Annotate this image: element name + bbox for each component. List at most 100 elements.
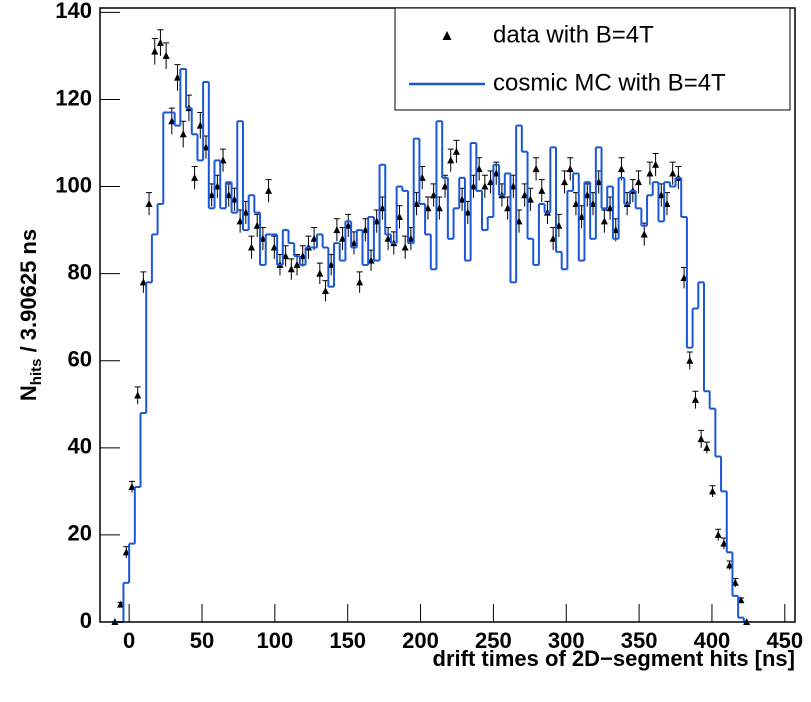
data-marker <box>452 147 460 155</box>
data-marker <box>310 234 318 242</box>
data-marker <box>709 487 717 495</box>
data-marker <box>652 160 660 168</box>
data-marker <box>145 199 153 207</box>
data-marker <box>435 204 443 212</box>
data-marker <box>703 443 711 451</box>
data-marker <box>686 356 694 364</box>
data-marker <box>441 182 449 190</box>
y-tick-label: 120 <box>55 85 92 110</box>
legend: data with B=4T cosmic MC with B=4T <box>394 7 791 111</box>
data-marker <box>156 38 164 46</box>
x-tick-label: 400 <box>694 628 731 653</box>
y-tick-label: 0 <box>80 608 92 633</box>
data-marker <box>322 287 330 295</box>
y-label-rest: / 3.90625 ns <box>16 229 41 359</box>
data-marker <box>447 156 455 164</box>
data-marker <box>401 243 409 251</box>
data-marker <box>248 243 256 251</box>
data-marker <box>504 204 512 212</box>
data-marker <box>464 208 472 216</box>
y-tick-label: 40 <box>68 434 92 459</box>
data-marker <box>236 217 244 225</box>
data-marker <box>583 191 591 199</box>
data-marker <box>299 252 307 260</box>
x-tick-label: 200 <box>402 628 439 653</box>
data-marker <box>373 217 381 225</box>
y-tick-label: 60 <box>68 347 92 372</box>
data-marker <box>339 234 347 242</box>
x-tick-label: 0 <box>123 628 135 653</box>
data-marker <box>617 165 625 173</box>
data-marker <box>509 182 517 190</box>
data-marker <box>458 195 466 203</box>
y-tick-label: 20 <box>68 521 92 546</box>
data-marker <box>219 156 227 164</box>
data-marker <box>213 182 221 190</box>
plot-area <box>111 29 751 625</box>
data-marker <box>526 195 534 203</box>
data-marker <box>646 169 654 177</box>
data-marker <box>589 199 597 207</box>
mc-histogram <box>112 67 750 623</box>
data-marker <box>128 483 136 491</box>
x-tick-label: 300 <box>548 628 585 653</box>
data-marker <box>287 265 295 273</box>
data-marker <box>191 173 199 181</box>
data-marker <box>635 178 643 186</box>
data-marker <box>196 121 204 129</box>
y-tick-label: 80 <box>68 259 92 284</box>
data-marker <box>202 143 210 151</box>
data-marker <box>475 165 483 173</box>
x-tick-label: 350 <box>621 628 658 653</box>
data-marker <box>407 234 415 242</box>
data-marker <box>640 230 648 238</box>
data-marker <box>253 221 261 229</box>
data-marker <box>430 191 438 199</box>
data-marker <box>350 239 358 247</box>
data-marker <box>168 117 176 125</box>
data-marker <box>555 221 563 229</box>
data-marker <box>612 226 620 234</box>
data-marker <box>162 51 170 59</box>
x-tick-label: 250 <box>475 628 512 653</box>
data-marker <box>282 252 290 260</box>
y-label-sub: hits <box>28 359 45 386</box>
data-marker <box>413 199 421 207</box>
data-marker <box>117 600 125 608</box>
data-marker <box>578 213 586 221</box>
data-marker <box>242 208 250 216</box>
data-marker <box>293 260 301 268</box>
data-marker <box>424 204 432 212</box>
data-marker <box>344 221 352 229</box>
data-marker <box>327 260 335 268</box>
y-tick-label: 140 <box>55 0 92 23</box>
data-marker <box>395 213 403 221</box>
data-marker <box>481 182 489 190</box>
data-marker <box>538 186 546 194</box>
data-marker <box>208 191 216 199</box>
data-marker <box>384 234 392 242</box>
data-marker <box>174 73 182 81</box>
data-marker <box>566 165 574 173</box>
data-marker <box>487 178 495 186</box>
data-marker <box>179 130 187 138</box>
data-marker <box>230 195 238 203</box>
x-tick-label: 150 <box>329 628 366 653</box>
data-marker <box>225 191 233 199</box>
data-marker <box>663 199 671 207</box>
y-label-main: N <box>16 385 41 401</box>
x-tick-label: 100 <box>256 628 293 653</box>
data-marker <box>595 178 603 186</box>
data-marker <box>561 178 569 186</box>
data-marker <box>270 243 278 251</box>
legend-box <box>394 7 791 111</box>
legend-marker <box>442 31 452 40</box>
data-marker <box>361 226 369 234</box>
data-marker <box>714 530 722 538</box>
data-marker <box>378 204 386 212</box>
data-marker <box>259 234 267 242</box>
data-marker <box>492 169 500 177</box>
data-marker <box>532 165 540 173</box>
